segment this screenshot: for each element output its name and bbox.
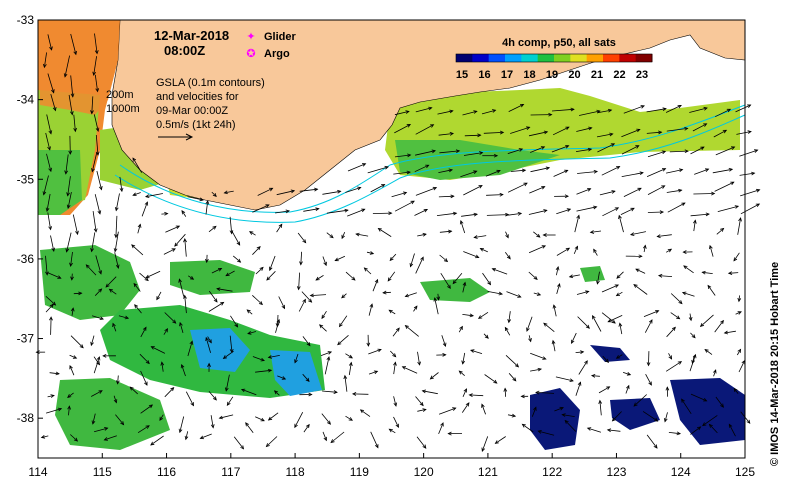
gsla-note-4: 0.5m/s (1kt 24h) xyxy=(156,119,235,131)
colorbar-title: 4h comp, p50, all sats xyxy=(502,37,616,49)
colorbar-swatch xyxy=(489,54,506,62)
colorbar-tick-label: 15 xyxy=(456,69,468,81)
colorbar-swatch xyxy=(505,54,522,62)
colorbar-swatch xyxy=(636,54,653,62)
isobath-label-200m: 200m xyxy=(106,89,134,101)
gsla-note-2: and velocities for xyxy=(156,91,239,103)
y-tick-label: -34 xyxy=(17,93,35,107)
colorbar-swatches xyxy=(456,54,653,62)
colorbar-swatch xyxy=(554,54,571,62)
colorbar-swatch xyxy=(587,54,604,62)
colorbar-swatch xyxy=(472,54,489,62)
colorbar-tick-label: 22 xyxy=(613,69,625,81)
x-tick-label: 118 xyxy=(286,465,305,479)
time-label: 08:00Z xyxy=(164,43,205,58)
x-tick-label: 120 xyxy=(414,465,434,479)
colorbar-swatch xyxy=(603,54,620,62)
x-tick-label: 116 xyxy=(157,465,176,479)
x-tick-label: 119 xyxy=(350,465,369,479)
colorbar-swatch xyxy=(456,54,473,62)
colorbar-tick-label: 19 xyxy=(546,69,558,81)
x-tick-label: 125 xyxy=(735,465,755,479)
argo-icon: ✪ xyxy=(246,48,255,60)
colorbar-swatch xyxy=(538,54,555,62)
gsla-note-3: 09-Mar 00:00Z xyxy=(156,105,228,117)
colorbar-ticks: 15 16 17 18 19 20 21 22 23 xyxy=(456,69,648,81)
colorbar-tick-label: 18 xyxy=(523,69,535,81)
x-tick-label: 115 xyxy=(93,465,112,479)
y-tick-label: -36 xyxy=(17,252,35,266)
colorbar-swatch xyxy=(570,54,587,62)
x-tick-label: 121 xyxy=(478,465,498,479)
colorbar-swatch xyxy=(619,54,636,62)
glider-icon: ✦ xyxy=(246,31,255,43)
y-tick-label: -35 xyxy=(17,172,35,186)
colorbar-tick-label: 17 xyxy=(501,69,513,81)
x-tick-label: 114 xyxy=(28,465,47,479)
isobath-label-1000m: 1000m xyxy=(106,103,140,115)
colorbar-tick-label: 21 xyxy=(591,69,603,81)
x-tick-label: 117 xyxy=(221,465,240,479)
colorbar-tick-label: 20 xyxy=(568,69,580,81)
y-tick-label: -37 xyxy=(17,332,35,346)
y-tick-label: -38 xyxy=(17,411,35,425)
colorbar-tick-label: 23 xyxy=(636,69,648,81)
y-tick-label: -33 xyxy=(17,13,35,27)
gsla-note-1: GSLA (0.1m contours) xyxy=(156,77,265,89)
x-tick-label: 124 xyxy=(671,465,691,479)
legend-glider-label: Glider xyxy=(264,31,297,43)
colorbar-swatch xyxy=(521,54,538,62)
x-tick-label: 123 xyxy=(606,465,626,479)
credit-label: © IMOS 14-Mar-2018 20:15 Hobart Time xyxy=(769,262,781,466)
x-tick-label: 122 xyxy=(542,465,562,479)
colorbar-tick-label: 16 xyxy=(478,69,490,81)
legend-argo-label: Argo xyxy=(264,48,290,60)
date-label: 12-Mar-2018 xyxy=(154,28,229,43)
